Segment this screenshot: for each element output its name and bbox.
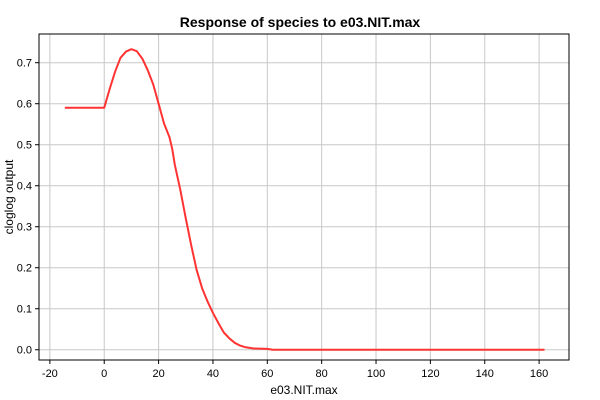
series-line bbox=[64, 48, 545, 351]
series-layer bbox=[64, 48, 545, 351]
y-tick-label: 0.0 bbox=[17, 345, 32, 357]
x-tick-label: 20 bbox=[152, 368, 164, 380]
y-tick-label: 0.5 bbox=[17, 140, 32, 152]
chart-title: Response of species to e03.NIT.max bbox=[180, 14, 421, 30]
x-tick-label: -20 bbox=[42, 368, 58, 380]
x-tick-label: 140 bbox=[476, 368, 494, 380]
x-tick-label: 60 bbox=[261, 368, 273, 380]
x-tick-label: 100 bbox=[367, 368, 385, 380]
y-tick-label: 0.2 bbox=[17, 263, 32, 275]
x-tick-label: 0 bbox=[101, 368, 107, 380]
x-tick-label: 120 bbox=[421, 368, 439, 380]
plot-frame bbox=[38, 33, 570, 361]
y-tick-label: 0.1 bbox=[17, 304, 32, 316]
y-tick-label: 0.4 bbox=[17, 181, 32, 193]
x-tick-label: 160 bbox=[530, 368, 548, 380]
x-axis-label: e03.NIT.max bbox=[270, 383, 337, 397]
x-ticks: -20 0 20 40 60 80 100 120 140 160 bbox=[42, 360, 548, 380]
y-tick-label: 0.7 bbox=[17, 58, 32, 70]
y-ticks: 0.0 0.1 0.2 0.3 0.4 0.5 0.6 0.7 bbox=[17, 58, 39, 357]
y-tick-label: 0.3 bbox=[17, 222, 32, 234]
y-tick-label: 0.6 bbox=[17, 99, 32, 111]
y-axis-label: cloglog output bbox=[2, 159, 16, 234]
x-tick-label: 40 bbox=[207, 368, 219, 380]
grid bbox=[39, 34, 569, 360]
x-tick-label: 80 bbox=[316, 368, 328, 380]
